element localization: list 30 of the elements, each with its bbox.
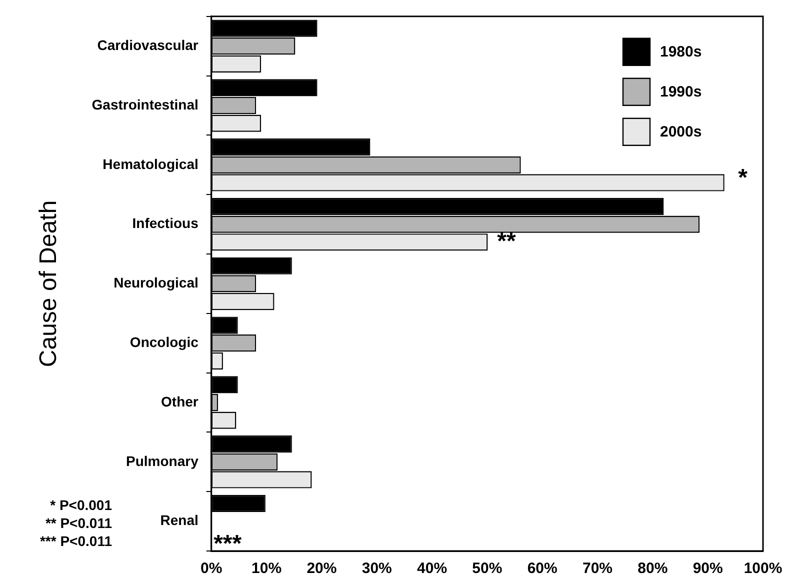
x-tick-label: 90%	[692, 560, 723, 578]
x-tick-label: 60%	[527, 560, 558, 578]
y-tick-label: Hematological	[102, 156, 198, 172]
y-tick-label: Gastrointestinal	[92, 96, 198, 112]
x-tick-label: 70%	[582, 560, 613, 578]
text: * P<0.001	[50, 496, 112, 513]
annotation: **	[497, 228, 516, 255]
x-tick-label: 10%	[252, 560, 282, 578]
text: *** P<0.011	[40, 532, 112, 549]
annotation: ***	[214, 530, 242, 558]
x-tick-label: 30%	[362, 560, 392, 578]
legend-label: 2000s	[660, 124, 702, 141]
x-tick-label: 40%	[417, 560, 448, 578]
y-tick-label: Other	[161, 393, 199, 410]
x-tick-label: 20%	[306, 560, 337, 578]
y-tick-label: Infectious	[132, 215, 199, 232]
y-tick-label: Pulmonary	[126, 452, 199, 469]
legend-label: 1980s	[660, 44, 702, 61]
y-axis-title: Cause of Death	[35, 200, 62, 368]
x-tick-label: 50%	[472, 560, 502, 578]
y-tick-label: Oncologic	[130, 334, 199, 350]
y-tick-label: Cardiovascular	[97, 36, 199, 53]
legend-label: 1990s	[660, 84, 702, 101]
y-tick-label: Neurological	[114, 274, 198, 291]
x-tick-label: 0%	[200, 560, 222, 578]
annotation: *	[738, 164, 748, 192]
x-tick-label: 100%	[744, 560, 782, 578]
y-tick-label: Renal	[160, 512, 198, 528]
text: ** P<0.011	[45, 514, 112, 531]
x-tick-label: 80%	[638, 560, 668, 578]
